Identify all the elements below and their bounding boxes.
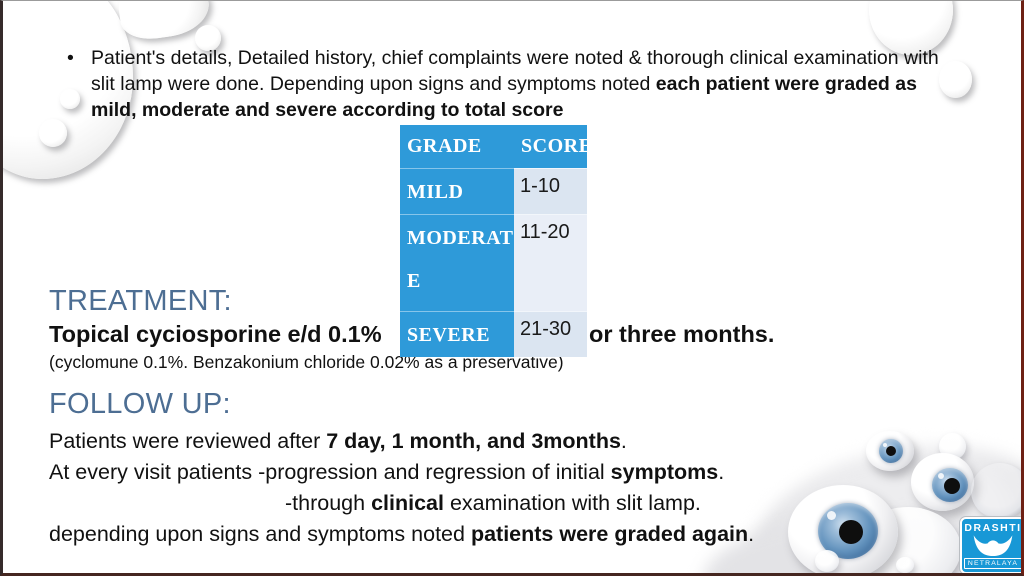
bullet-marker: •: [67, 47, 74, 69]
bubble-decoration: [39, 119, 67, 147]
treatment-line-right: or three months.: [589, 321, 775, 347]
grade-header-cell: GRADE: [400, 125, 514, 168]
bullet-text-bold: each patient were graded as mild, modera…: [91, 73, 917, 121]
followup-line-2: At every visit patients -progression and…: [49, 460, 725, 484]
score-cell: 11-20: [514, 213, 587, 311]
followup-body: Patients were reviewed after 7 day, 1 mo…: [49, 426, 999, 550]
bullet-text: Patient's details, Detailed history, chi…: [91, 45, 953, 123]
treatment-line-left: Topical cyciosporine e/d 0.1%: [49, 321, 382, 347]
grade-cell: SEVERE: [400, 310, 514, 357]
grade-cell: MILD: [400, 167, 514, 214]
bullet-paragraph: • Patient's details, Detailed history, c…: [63, 45, 953, 123]
score-header-cell: SCORE: [514, 125, 592, 168]
bubble-decoration: [195, 25, 221, 51]
score-cell: 1-10: [514, 167, 587, 214]
grade-cell: MODERATE: [400, 213, 514, 311]
treatment-line: Topical cyciosporine e/d 0.1% or three m…: [49, 321, 989, 348]
table-header-row: GRADE SCORE: [400, 125, 592, 168]
followup-heading: FOLLOW UP:: [49, 388, 231, 420]
bubble-decoration: [60, 89, 80, 109]
followup-line-4: depending upon signs and symptoms noted …: [49, 522, 755, 546]
droplet-decoration: [896, 557, 914, 573]
drashti-netralaya-logo: DRASHTI NETRALAYA: [960, 517, 1022, 573]
eyeball-large-decoration: [788, 485, 898, 573]
eyeball-medium-decoration: [911, 453, 974, 511]
bullet-text-normal: Patient's details, Detailed history, chi…: [91, 47, 939, 95]
followup-line-3: -through clinical examination with slit …: [285, 491, 701, 515]
logo-bird-icon: [973, 535, 1013, 556]
treatment-heading: TREATMENT:: [49, 285, 232, 317]
grade-score-table: GRADE SCORE MILD 1-10 MODERATE 11-20 SEV…: [400, 125, 592, 357]
droplet-decoration: [815, 550, 839, 572]
score-cell: 21-30: [514, 310, 587, 357]
followup-line-1: Patients were reviewed after 7 day, 1 mo…: [49, 429, 627, 453]
table-row: MODERATE 11-20: [400, 213, 587, 311]
logo-text-netralaya: NETRALAYA: [963, 558, 1021, 569]
lens-decoration: [971, 463, 1021, 519]
table-row: MILD 1-10: [400, 167, 587, 214]
bubble-decoration: [939, 61, 972, 98]
table-row: SEVERE 21-30: [400, 310, 587, 357]
treatment-note: (cyclomune 0.1%. Benzakonium chloride 0.…: [49, 352, 564, 372]
eyeball-small-decoration: [866, 431, 914, 471]
logo-text-drashti: DRASHTI: [964, 522, 1022, 534]
